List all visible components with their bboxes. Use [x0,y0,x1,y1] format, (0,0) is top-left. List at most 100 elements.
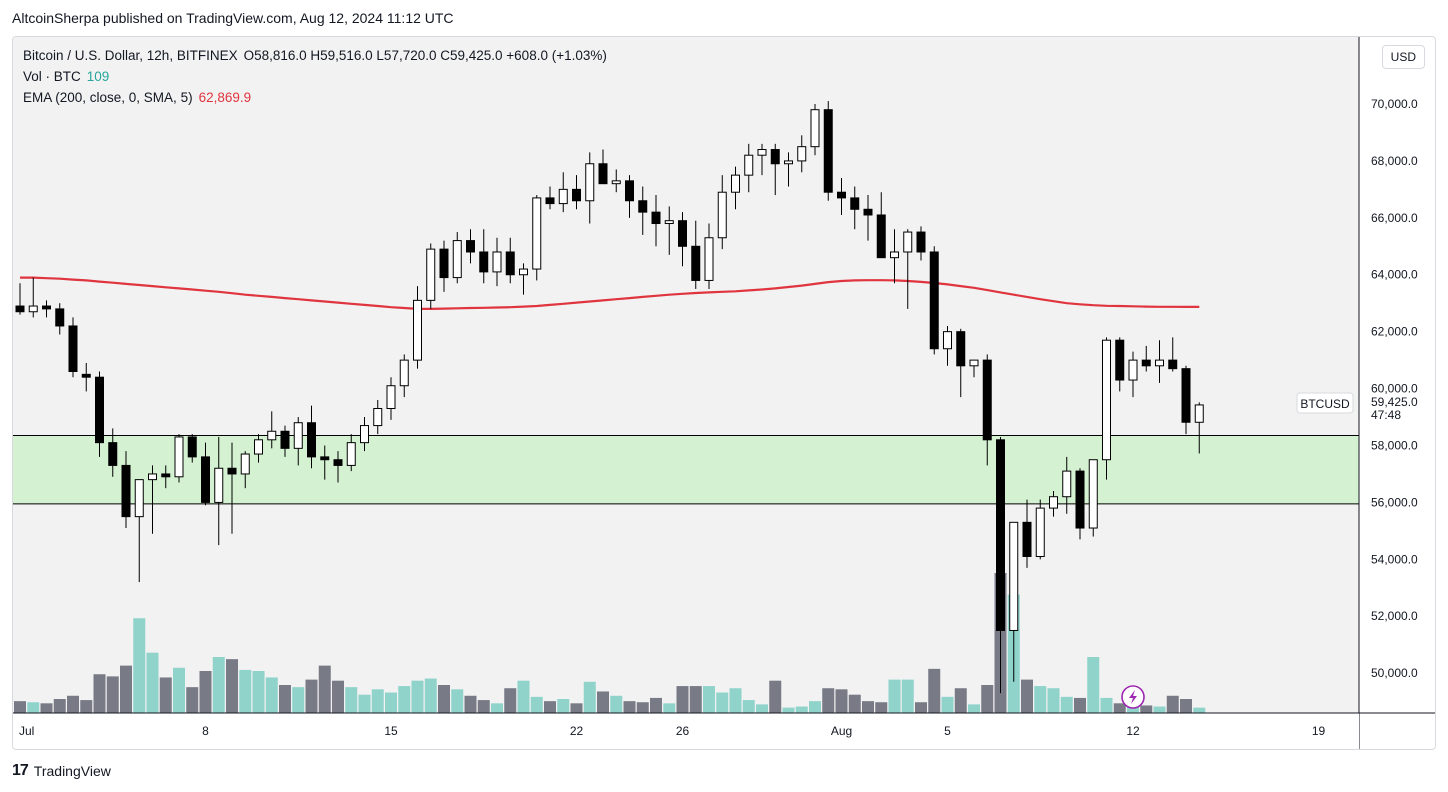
time-axis[interactable] [13,713,1359,749]
candle[interactable] [1194,402,1204,454]
candle[interactable] [505,237,515,284]
candle[interactable] [227,442,237,534]
candle[interactable] [757,143,767,176]
candle[interactable] [969,359,979,378]
candle[interactable] [148,465,157,534]
currency-button[interactable]: USD [1381,45,1425,69]
candle[interactable] [1035,499,1045,560]
candle[interactable] [704,223,714,289]
candle[interactable] [174,434,184,483]
candle[interactable] [214,436,224,546]
candle[interactable] [956,328,966,398]
candle[interactable] [916,226,926,261]
ema-line[interactable] [20,276,1200,310]
price-axis[interactable] [1359,37,1435,749]
footer-brand[interactable]: 17 TradingView [12,762,111,780]
candle[interactable] [625,175,634,218]
candle[interactable] [254,434,263,463]
candle[interactable] [1181,365,1191,435]
candle[interactable] [68,317,78,378]
candle[interactable] [823,101,833,201]
candle[interactable] [1009,521,1019,682]
candle[interactable] [691,220,701,289]
candle[interactable] [333,451,343,483]
chart-frame[interactable]: Bitcoin / U.S. Dollar, 12h, BITFINEX O58,… [12,36,1436,750]
candle[interactable] [466,229,475,264]
candle[interactable] [611,169,621,193]
candle[interactable] [890,229,899,284]
candle[interactable] [134,479,144,583]
candle[interactable] [532,195,542,281]
candle[interactable] [1075,468,1085,540]
candle[interactable] [876,192,886,259]
candle[interactable] [545,186,555,210]
candle[interactable] [1128,351,1138,398]
candle[interactable] [201,442,210,506]
candle[interactable] [1141,345,1151,372]
candle[interactable] [95,371,104,457]
candle[interactable] [108,428,118,477]
price-chart[interactable]: 50,000.0 52,000.0 54,000.0 56,000.0 58,000.0… [13,37,1435,749]
candle[interactable] [161,465,171,489]
candle[interactable] [519,263,528,295]
candle[interactable] [585,152,595,224]
candle[interactable] [1155,340,1164,383]
candle[interactable] [492,237,502,287]
candle[interactable] [651,195,661,247]
candle[interactable] [770,143,780,196]
candle[interactable] [638,186,648,235]
candle[interactable] [717,175,727,250]
candle[interactable] [307,405,316,469]
candle[interactable] [15,283,25,315]
symbol-price-badge[interactable] [1296,392,1354,414]
candle[interactable] [28,277,38,318]
candle[interactable] [346,434,356,472]
candle[interactable] [360,417,369,452]
candle[interactable] [572,175,581,210]
candle[interactable] [810,103,820,156]
candle[interactable] [996,436,1005,694]
candle[interactable] [121,451,131,529]
candle[interactable] [55,303,65,335]
candle[interactable] [598,149,608,185]
candle[interactable] [426,243,436,309]
candle[interactable] [413,286,422,369]
candle[interactable] [943,325,952,366]
candle[interactable] [1088,459,1098,537]
candle[interactable] [678,212,687,267]
candle[interactable] [982,354,992,466]
candle[interactable] [744,143,754,193]
volume-row[interactable]: Vol · BTC 109 [23,66,607,87]
support-zone[interactable] [13,435,1359,504]
candle[interactable] [452,232,462,284]
candle[interactable] [837,177,846,215]
ema-row[interactable]: EMA (200, close, 0, SMA, 5) 62,869.9 [23,87,607,108]
lightning-icon[interactable] [1121,685,1145,709]
candle[interactable] [1168,337,1178,372]
candle[interactable] [280,425,290,457]
candle[interactable] [850,186,860,230]
candle[interactable] [267,411,277,449]
candle[interactable] [1022,499,1032,568]
candle[interactable] [81,362,91,392]
symbol-row[interactable]: Bitcoin / U.S. Dollar, 12h, BITFINEX O58,… [23,45,607,66]
candle[interactable] [399,354,409,398]
candle[interactable] [731,166,740,210]
candle[interactable] [664,206,674,255]
candle[interactable] [1049,491,1058,517]
candle[interactable] [479,229,489,284]
candle[interactable] [386,377,396,420]
candle[interactable] [373,399,383,435]
candle[interactable] [293,417,303,466]
candle[interactable] [439,240,449,292]
candle[interactable] [1102,337,1111,480]
candle[interactable] [797,135,807,173]
candle[interactable] [320,445,330,480]
candle[interactable] [863,195,873,241]
candle[interactable] [1062,456,1072,514]
candle[interactable] [784,152,793,187]
candle[interactable] [187,434,197,463]
candle[interactable] [929,246,939,355]
candle[interactable] [42,300,51,318]
candle[interactable] [1115,337,1125,392]
